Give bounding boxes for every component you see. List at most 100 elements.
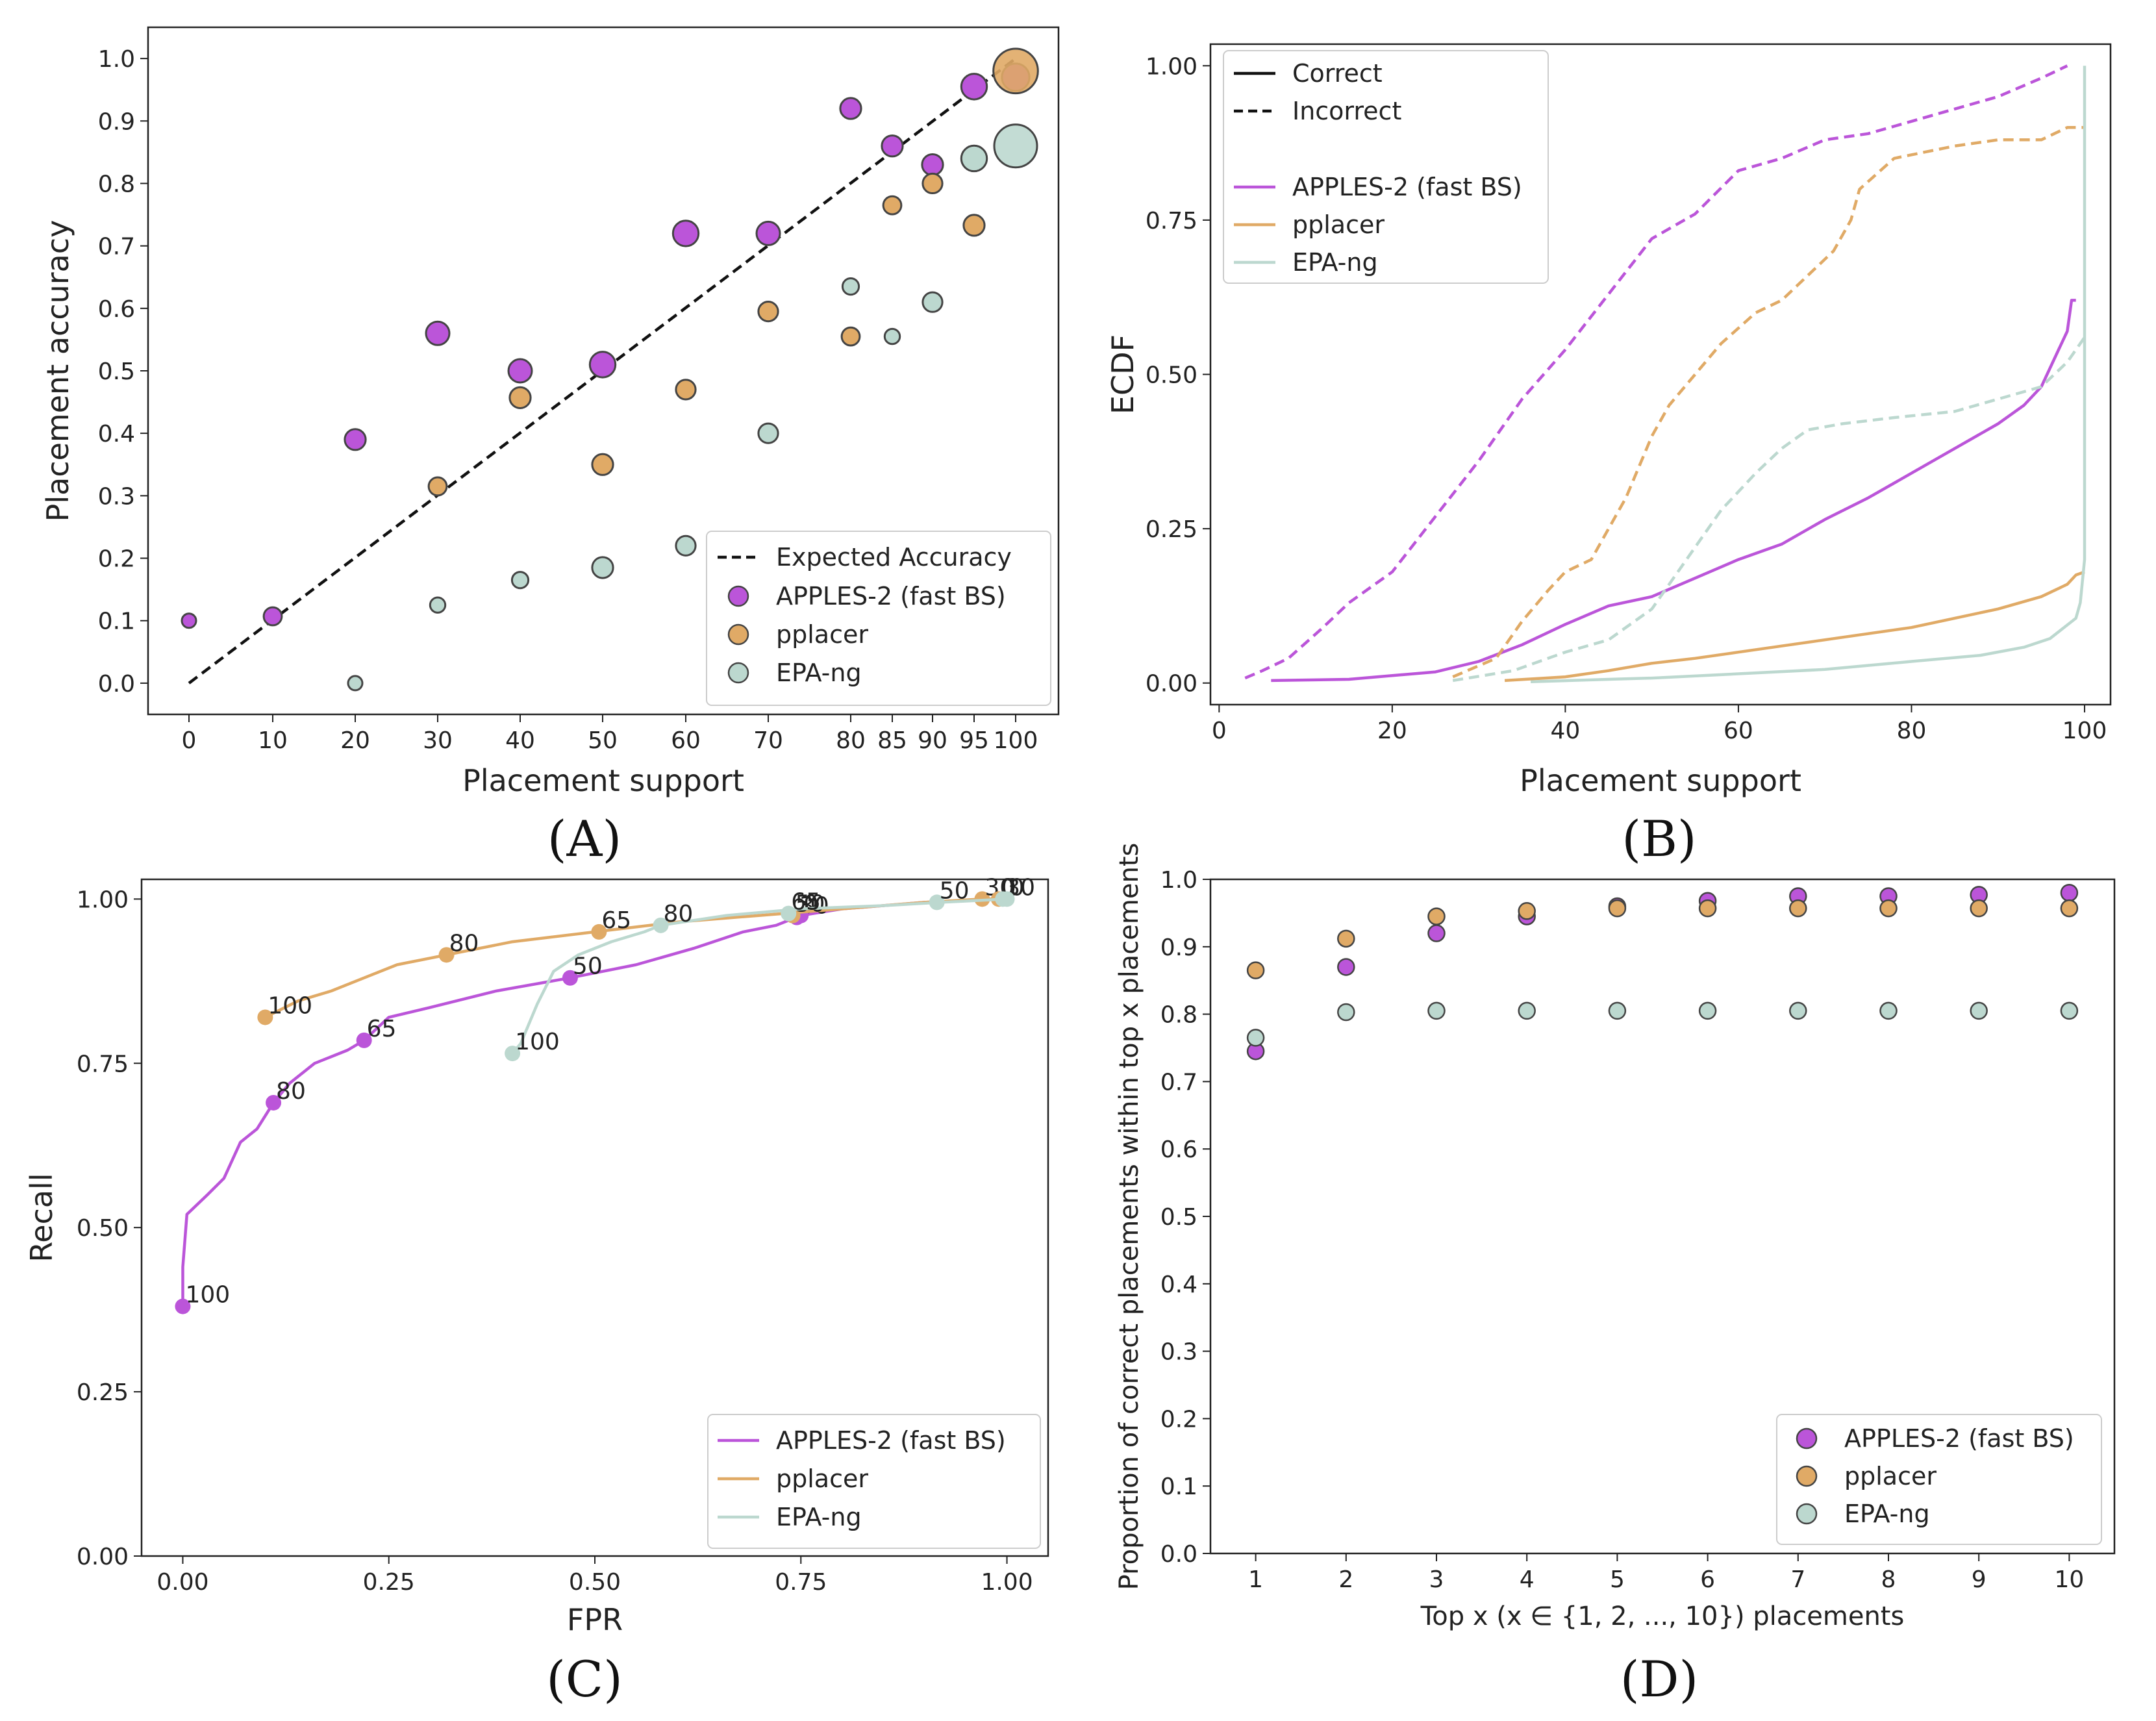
y-tick-label: 0.5 <box>1160 1204 1197 1231</box>
point-epa <box>429 596 447 614</box>
point-apples <box>671 220 700 247</box>
point-pplacer <box>1518 902 1536 920</box>
ecdf-line-pplacer-correct <box>1504 570 2085 683</box>
ecdf-line-apples-incorrect <box>1244 64 2068 680</box>
x-tick-label: 8 <box>1881 1566 1896 1593</box>
point-epa <box>1337 1003 1355 1022</box>
legend-label: EPA-ng <box>1292 248 1378 277</box>
y-tick-label: 0.4 <box>1160 1272 1197 1298</box>
point-epa <box>2060 1001 2079 1020</box>
y-tick-label: 1.0 <box>98 46 135 73</box>
x-tick-label: 40 <box>1550 718 1580 744</box>
point-pplacer <box>1427 907 1446 925</box>
point-apples <box>960 73 988 101</box>
x-tick-label: 95 <box>959 727 989 754</box>
y-tick-label: 0.6 <box>1160 1137 1197 1163</box>
threshold-label: 100 <box>268 992 312 1019</box>
legend-box <box>1776 1414 2102 1545</box>
point-pplacer <box>962 214 986 237</box>
threshold-label: 0 <box>1010 874 1025 901</box>
threshold-label: 80 <box>664 901 694 927</box>
point-epa <box>1789 1001 1807 1020</box>
x-tick-label: 4 <box>1520 1566 1535 1593</box>
y-tick-label: 0.1 <box>98 609 135 635</box>
point-epa <box>1518 1001 1536 1020</box>
y-tick-label: 0.9 <box>1160 935 1197 961</box>
x-tick-label: 1 <box>1248 1566 1263 1593</box>
legend-label: APPLES-2 (fast BS) <box>1844 1424 2074 1453</box>
point-pplacer <box>675 379 697 401</box>
point-pplacer <box>591 453 614 476</box>
point-epa <box>675 534 697 557</box>
point-epa <box>841 277 860 296</box>
y-axis-label: Placement accuracy <box>40 220 75 522</box>
x-axis-label: Placement support <box>462 763 744 798</box>
x-tick-label: 2 <box>1338 1566 1353 1593</box>
legend-label: Correct <box>1292 59 1383 88</box>
y-tick-label: 0.0 <box>98 671 135 697</box>
point-pplacer <box>1246 961 1265 979</box>
threshold-point-pplacer <box>591 923 607 940</box>
y-tick-label: 0.8 <box>1160 1002 1197 1029</box>
point-apples <box>921 153 944 177</box>
y-axis-label: Recall <box>24 1173 59 1262</box>
x-tick-label: 60 <box>671 727 701 754</box>
threshold-point-pplacer <box>257 1009 273 1025</box>
x-tick-label: 100 <box>2062 718 2107 744</box>
threshold-point-epa <box>505 1046 521 1062</box>
panel-label: (A) <box>547 810 621 868</box>
ecdf-line-apples-correct <box>1271 299 2076 683</box>
legend-marker <box>727 623 749 646</box>
point-epa <box>347 675 364 692</box>
ecdf-line-pplacer-incorrect <box>1452 126 2085 679</box>
point-epa <box>757 422 779 444</box>
y-tick-label: 0.8 <box>98 171 135 197</box>
y-tick-label: 1.00 <box>1146 53 1197 80</box>
threshold-label: 65 <box>791 889 821 916</box>
y-tick-label: 0.9 <box>98 108 135 135</box>
legend-label: Expected Accuracy <box>776 543 1012 572</box>
ecdf-line-epa-incorrect <box>1452 336 2086 683</box>
x-tick-label: 85 <box>877 727 907 754</box>
y-tick-label: 0.3 <box>1160 1339 1197 1366</box>
point-pplacer <box>1608 899 1627 918</box>
legend-marker <box>1796 1465 1818 1487</box>
point-epa <box>510 571 530 590</box>
point-apples <box>2060 884 2079 902</box>
y-tick-label: 0.00 <box>77 1544 129 1570</box>
point-apples <box>1337 958 1355 976</box>
panel-a: 0 10 20 30 40 50 60 70 80 85 90 95 100 0.0 0.1 0.2 0.3 0.… <box>40 26 1060 868</box>
x-tick-label: 20 <box>340 727 370 754</box>
point-epa <box>1879 1001 1898 1020</box>
x-tick-label: 40 <box>505 727 535 754</box>
panel-label: (C) <box>546 1650 622 1708</box>
x-tick-label: 10 <box>258 727 288 754</box>
point-apples <box>344 428 367 451</box>
threshold-label: 100 <box>515 1029 560 1055</box>
legend-box <box>707 1414 1041 1549</box>
threshold-point-pplacer <box>438 947 455 963</box>
legend-label: EPA-ng <box>776 1503 862 1531</box>
point-pplacer <box>1970 899 1988 918</box>
x-axis-label: Top x (x ∈ {1, 2, ..., 10}) placements <box>1420 1602 1905 1631</box>
point-pplacer <box>1879 899 1898 918</box>
legend-box <box>706 531 1051 706</box>
threshold-point-apples <box>356 1032 372 1048</box>
x-tick-label: 9 <box>1972 1566 1987 1593</box>
x-tick-label: 0 <box>1212 718 1227 744</box>
x-tick-label: 100 <box>994 727 1038 754</box>
legend-label: EPA-ng <box>776 659 862 687</box>
point-apples <box>755 220 781 246</box>
y-tick-label: 0.2 <box>98 546 135 573</box>
point-pplacer <box>992 47 1039 95</box>
point-epa <box>993 123 1038 169</box>
x-tick-label: 1.00 <box>981 1569 1033 1596</box>
panel-d: 1 2 3 4 5 6 7 8 9 10 0.0 0.1 0.2 0.3 0.4 0.5 0.6 0.7 0.8 0.… <box>1114 843 2116 1708</box>
point-apples <box>507 358 533 384</box>
panel-label: (D) <box>1620 1650 1698 1708</box>
y-tick-label: 0.0 <box>1160 1541 1197 1568</box>
legend-label: pplacer <box>776 1464 868 1493</box>
legend-label: pplacer <box>776 620 868 649</box>
point-pplacer <box>2060 899 2079 918</box>
